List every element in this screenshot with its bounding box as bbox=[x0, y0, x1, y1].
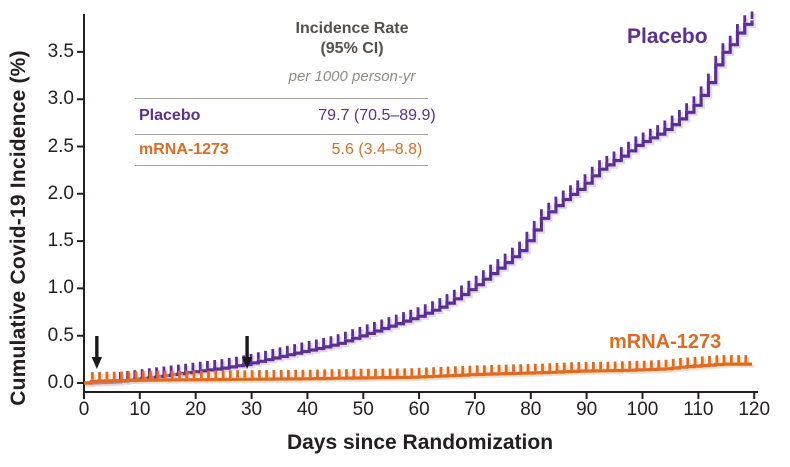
y-tick-label: 1.0 bbox=[47, 277, 74, 299]
table-rule-middle bbox=[135, 134, 428, 135]
x-tick-label: 10 bbox=[129, 399, 151, 420]
table-header-line2: (95% CI) bbox=[320, 40, 384, 57]
x-tick-label: 70 bbox=[464, 399, 486, 420]
table-row-placebo-value: 79.7 (70.5–89.9) bbox=[318, 107, 436, 124]
y-axis-title: Cumulative Covid-19 Incidence (%) bbox=[7, 50, 30, 406]
x-tick-label: 120 bbox=[738, 399, 771, 420]
y-tick-label: 3.0 bbox=[47, 88, 74, 110]
table-rule-top bbox=[135, 98, 428, 99]
x-tick-label: 40 bbox=[296, 399, 318, 420]
y-tick-label: 2.0 bbox=[47, 182, 74, 204]
x-tick-label: 60 bbox=[408, 399, 430, 420]
x-tick-label: 100 bbox=[626, 399, 659, 420]
dose-arrow bbox=[91, 336, 103, 369]
table-row-mrna-value: 5.6 (3.4–8.8) bbox=[331, 141, 423, 158]
x-tick-label: 50 bbox=[352, 399, 374, 420]
x-tick-label: 20 bbox=[185, 399, 207, 420]
y-tick-label: 0.0 bbox=[47, 372, 74, 393]
y-tick-label: 0.5 bbox=[47, 324, 74, 346]
placebo-curve-label: Placebo bbox=[627, 25, 708, 48]
series-Placebo bbox=[84, 11, 756, 387]
censor-ticks-Placebo bbox=[118, 11, 754, 380]
table-header-line1: Incidence Rate bbox=[295, 20, 409, 37]
dose-arrow bbox=[241, 336, 253, 369]
y-tick-label: 2.5 bbox=[47, 135, 74, 157]
curve-Placebo bbox=[84, 20, 754, 385]
curve-mRNA-1273 bbox=[84, 362, 752, 385]
mrna-1273-curve-label: mRNA-1273 bbox=[609, 331, 722, 353]
y-tick-label: 1.5 bbox=[47, 230, 74, 252]
x-tick-label: 90 bbox=[576, 399, 598, 420]
censor-ticks-mRNA-1273 bbox=[91, 355, 748, 380]
table-row-placebo-label: Placebo bbox=[139, 107, 201, 124]
x-axis-title: Days since Randomization bbox=[286, 431, 554, 454]
table-subheader: per 1000 person-yr bbox=[288, 68, 416, 85]
table-rule-bottom bbox=[135, 165, 428, 166]
y-tick-label: 3.5 bbox=[47, 40, 74, 62]
table-row-mrna-label: mRNA-1273 bbox=[139, 141, 229, 158]
x-tick-label: 110 bbox=[683, 399, 714, 420]
x-tick-label: 0 bbox=[78, 399, 90, 420]
x-tick-label: 80 bbox=[520, 399, 542, 420]
series-mRNA-1273 bbox=[84, 355, 755, 387]
x-tick-label: 30 bbox=[240, 399, 263, 420]
axes bbox=[77, 14, 758, 399]
